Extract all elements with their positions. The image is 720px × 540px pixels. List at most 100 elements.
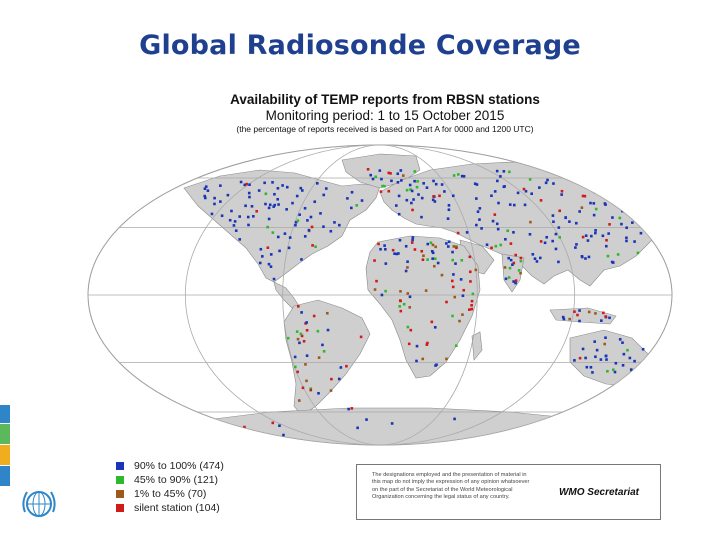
- station-marker: [203, 419, 207, 423]
- station-marker: [585, 365, 589, 369]
- station-marker: [454, 344, 458, 347]
- station-marker: [497, 201, 500, 205]
- station-marker: [524, 189, 528, 193]
- station-marker: [493, 190, 497, 193]
- station-marker: [611, 198, 615, 201]
- station-marker: [476, 210, 480, 213]
- station-marker: [269, 265, 273, 268]
- station-marker: [633, 359, 636, 363]
- station-marker: [462, 288, 466, 292]
- station-marker: [268, 203, 272, 207]
- station-marker: [610, 260, 614, 264]
- station-marker: [502, 185, 506, 189]
- station-marker: [228, 218, 232, 222]
- station-marker: [396, 172, 400, 176]
- station-marker: [512, 203, 516, 207]
- station-marker: [603, 342, 606, 346]
- station-marker: [601, 234, 605, 238]
- station-marker: [452, 174, 456, 177]
- station-marker: [471, 292, 475, 296]
- station-marker: [440, 273, 444, 277]
- legend-label: 90% to 100% (474): [134, 460, 224, 472]
- station-marker: [573, 310, 576, 313]
- station-marker: [580, 206, 584, 209]
- station-marker: [394, 204, 398, 207]
- station-marker: [587, 185, 590, 188]
- station-marker: [373, 259, 376, 262]
- station-marker: [399, 309, 403, 313]
- station-marker: [528, 232, 532, 236]
- station-marker: [625, 236, 628, 240]
- station-marker: [296, 337, 300, 341]
- station-marker: [296, 370, 299, 374]
- station-marker: [504, 277, 508, 281]
- station-marker: [639, 231, 643, 235]
- station-marker: [451, 314, 454, 318]
- station-marker: [573, 359, 576, 362]
- station-marker: [604, 181, 608, 185]
- station-marker: [420, 249, 424, 253]
- station-marker: [495, 222, 499, 226]
- station-marker: [611, 216, 614, 219]
- station-marker: [406, 292, 410, 295]
- station-marker: [615, 195, 618, 198]
- station-marker: [431, 198, 435, 202]
- station-marker: [447, 240, 451, 243]
- station-marker: [581, 347, 585, 351]
- station-marker: [508, 203, 512, 206]
- station-marker: [246, 215, 250, 219]
- station-marker: [564, 216, 567, 220]
- station-marker: [625, 226, 628, 230]
- station-marker: [431, 243, 435, 247]
- station-marker: [470, 303, 473, 307]
- station-marker: [606, 369, 609, 373]
- station-marker: [474, 268, 478, 272]
- station-marker: [203, 420, 206, 424]
- station-marker: [433, 257, 437, 261]
- station-marker: [438, 194, 441, 198]
- station-marker: [514, 281, 517, 285]
- station-marker: [404, 269, 408, 273]
- station-marker: [350, 407, 354, 410]
- station-marker: [451, 194, 455, 198]
- station-marker: [594, 312, 597, 315]
- africa: [365, 235, 481, 379]
- station-marker: [204, 185, 208, 188]
- station-marker: [157, 429, 161, 433]
- station-marker: [568, 317, 571, 321]
- station-marker: [519, 271, 522, 275]
- station-marker: [431, 251, 435, 255]
- station-marker: [462, 174, 466, 178]
- station-marker: [384, 289, 387, 293]
- station-marker: [206, 189, 210, 192]
- station-marker: [381, 184, 384, 188]
- station-marker: [429, 241, 433, 245]
- station-marker: [504, 237, 507, 241]
- station-marker: [574, 221, 578, 225]
- station-marker: [421, 357, 425, 361]
- station-marker: [558, 209, 561, 213]
- legend-label: silent station (104): [134, 502, 220, 514]
- station-marker: [303, 206, 307, 210]
- station-marker: [304, 363, 307, 366]
- station-marker: [530, 192, 533, 196]
- station-marker: [285, 208, 288, 211]
- station-marker: [478, 218, 481, 221]
- station-marker: [558, 236, 562, 239]
- station-marker: [580, 255, 584, 258]
- station-marker: [375, 279, 378, 283]
- station-marker: [272, 277, 276, 281]
- station-marker: [630, 369, 633, 373]
- station-marker: [458, 319, 461, 323]
- station-marker: [210, 212, 214, 216]
- station-marker: [302, 339, 306, 343]
- station-marker: [226, 193, 230, 197]
- station-marker: [452, 273, 455, 276]
- station-marker: [276, 197, 280, 201]
- station-marker: [473, 182, 477, 186]
- station-marker: [293, 355, 297, 359]
- station-marker: [546, 178, 549, 182]
- station-marker: [276, 235, 280, 239]
- station-marker: [422, 182, 425, 185]
- station-marker: [614, 361, 618, 365]
